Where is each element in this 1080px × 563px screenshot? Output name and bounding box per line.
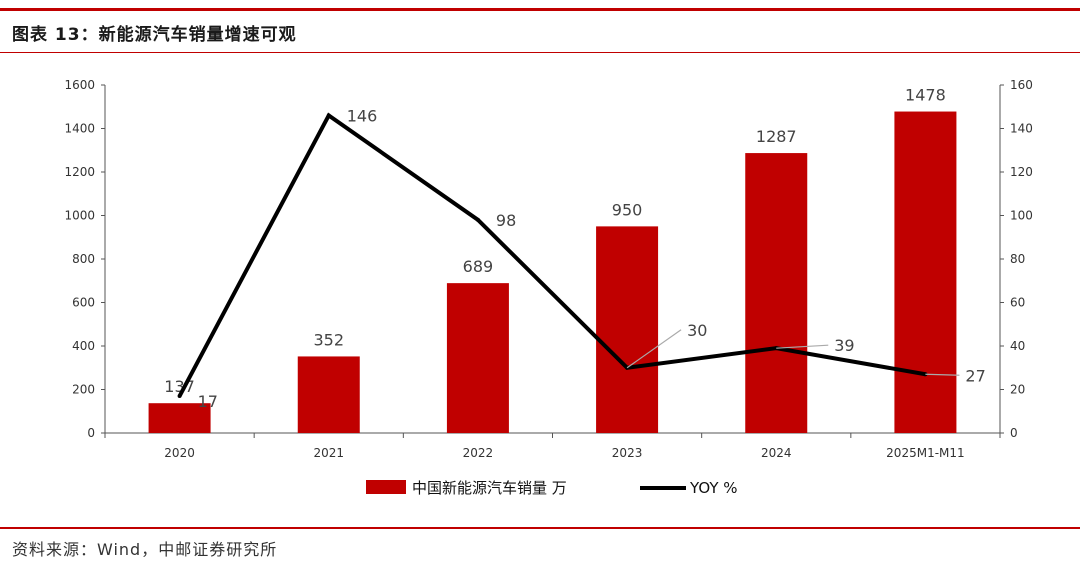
bar (297, 356, 360, 433)
x-tick-label: 2020 (164, 446, 195, 460)
bar (596, 226, 659, 433)
bar-data-label: 950 (612, 200, 643, 219)
yoy-data-label: 17 (198, 392, 218, 411)
bar (446, 283, 509, 433)
yoy-data-label: 27 (965, 366, 985, 385)
title-rule (0, 52, 1080, 53)
left-tick-label: 1600 (64, 78, 95, 92)
x-tick-label: 2023 (612, 446, 643, 460)
yoy-data-label: 30 (687, 321, 707, 340)
left-tick-label: 1400 (64, 122, 95, 136)
yoy-label-leader (776, 344, 829, 349)
top-rule (0, 8, 1080, 11)
legend-line-label: YOY % (689, 479, 738, 497)
right-tick-label: 100 (1010, 209, 1033, 223)
bar-data-label: 689 (463, 257, 494, 276)
left-tick-label: 800 (72, 252, 95, 266)
right-tick-label: 40 (1010, 339, 1025, 353)
left-tick-label: 1200 (64, 165, 95, 179)
yoy-data-label: 98 (496, 211, 516, 230)
yoy-point (177, 394, 182, 399)
yoy-point (475, 217, 480, 222)
bar-data-label: 352 (313, 330, 344, 349)
x-tick-label: 2025M1-M11 (886, 446, 964, 460)
bar (894, 111, 957, 433)
right-tick-label: 20 (1010, 383, 1025, 397)
yoy-line (177, 112, 926, 397)
bottom-rule (0, 527, 1080, 529)
bar (745, 153, 808, 433)
x-tick-label: 2022 (463, 446, 494, 460)
yoy-point (326, 113, 331, 118)
right-tick-label: 140 (1010, 122, 1033, 136)
left-tick-label: 1000 (64, 209, 95, 223)
left-tick-label: 0 (87, 426, 95, 440)
right-tick-label: 60 (1010, 296, 1025, 310)
source-note: 资料来源：Wind，中邮证券研究所 (12, 540, 278, 559)
yoy-data-label: 146 (347, 106, 378, 125)
legend-bar-swatch (366, 480, 406, 494)
right-tick-label: 120 (1010, 165, 1033, 179)
legend-bar-label: 中国新能源汽车销量 万 (412, 479, 567, 497)
right-tick-label: 80 (1010, 252, 1025, 266)
x-tick-label: 2021 (313, 446, 344, 460)
yoy-data-label: 39 (834, 336, 854, 355)
yoy-label-leader (925, 373, 960, 376)
bar (148, 403, 211, 433)
right-tick-label: 160 (1010, 78, 1033, 92)
left-tick-label: 400 (72, 339, 95, 353)
bar-data-label: 1287 (756, 127, 797, 146)
right-tick-label: 0 (1010, 426, 1018, 440)
x-tick-label: 2024 (761, 446, 792, 460)
yoy-label-leader (626, 329, 682, 369)
left-tick-label: 600 (72, 296, 95, 310)
combo-chart: 0 200 400 600 800 1000 1200 1400 1600 0 20 40 60 80 10… (64, 78, 1033, 497)
bar-data-label: 1478 (905, 86, 946, 105)
figure-title: 图表 13：新能源汽车销量增速可观 (12, 25, 297, 45)
left-tick-label: 200 (72, 383, 95, 397)
